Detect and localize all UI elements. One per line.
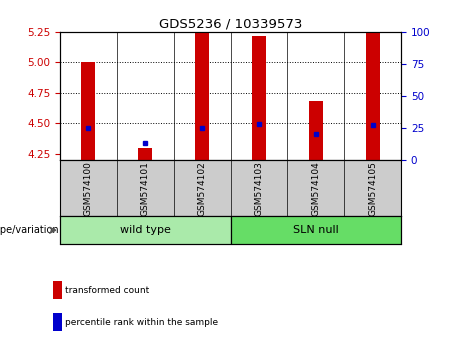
Bar	[309, 102, 323, 160]
Text: GSM574101: GSM574101	[141, 161, 150, 216]
Title: GDS5236 / 10339573: GDS5236 / 10339573	[159, 18, 302, 31]
Bar	[195, 0, 209, 160]
Bar	[60, 216, 230, 244]
Text: GSM574105: GSM574105	[368, 161, 377, 216]
Text: genotype/variation: genotype/variation	[0, 225, 59, 235]
Text: GSM574103: GSM574103	[254, 161, 263, 216]
Text: GSM574104: GSM574104	[311, 161, 320, 216]
Text: GSM574100: GSM574100	[84, 161, 93, 216]
Bar	[230, 216, 401, 244]
Bar	[81, 62, 95, 160]
Bar	[252, 35, 266, 160]
Bar	[366, 0, 380, 160]
Text: SLN null: SLN null	[293, 225, 339, 235]
Text: wild type: wild type	[120, 225, 171, 235]
Text: GSM574102: GSM574102	[198, 161, 207, 216]
Bar	[138, 148, 152, 160]
Text: transformed count: transformed count	[65, 286, 149, 295]
Text: percentile rank within the sample: percentile rank within the sample	[65, 318, 218, 327]
